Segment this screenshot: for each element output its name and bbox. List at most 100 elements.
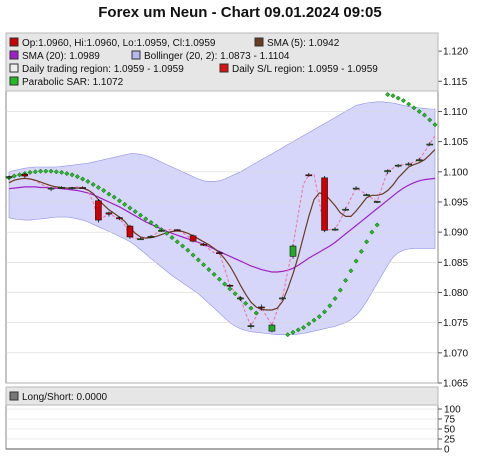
candle xyxy=(105,211,113,217)
legend-ohlc: Op:1.0960, Hi:1.0960, Lo:1.0959, Cl:1.09… xyxy=(9,37,216,49)
candle-body xyxy=(289,245,297,257)
y-tick-label: 1.075 xyxy=(443,318,468,329)
candle-body xyxy=(137,238,144,241)
sar-point xyxy=(48,168,54,174)
candle xyxy=(352,186,360,190)
longshort-tick-label: 75 xyxy=(444,415,456,426)
candle-body xyxy=(21,173,29,177)
legend-sar: Parabolic SAR: 1.1072 xyxy=(9,76,124,88)
sar-point xyxy=(416,108,422,115)
sar-point xyxy=(132,209,138,215)
candle-body xyxy=(200,243,207,246)
candle-body xyxy=(173,229,181,232)
candle xyxy=(173,229,181,232)
candle-body xyxy=(95,200,102,221)
candle-body xyxy=(105,212,113,215)
sar-point xyxy=(411,105,417,111)
candle-body xyxy=(216,252,223,254)
candle xyxy=(289,244,297,259)
sar-point xyxy=(406,101,412,107)
sar-point xyxy=(358,248,364,255)
candle xyxy=(68,186,76,190)
y-tick-label: 1.080 xyxy=(443,288,468,299)
sar-point xyxy=(185,247,191,253)
candle xyxy=(331,227,339,231)
legend-bollinger: Bollinger (20, 2): 1.0873 - 1.1104 xyxy=(131,50,290,62)
sar-point xyxy=(127,205,133,211)
candle xyxy=(342,207,349,212)
candle xyxy=(158,229,165,232)
legend-daily-region: Daily trading region: 1.0959 - 1.0959 xyxy=(9,63,184,75)
candle-body xyxy=(58,187,65,189)
y-tick-label: 1.105 xyxy=(443,137,468,148)
longshort-grid xyxy=(6,408,438,450)
longshort-label: Long/Short: 0.0000 xyxy=(22,392,108,403)
candle xyxy=(47,186,55,192)
sar-point xyxy=(243,300,249,306)
ohlc-swatch xyxy=(9,37,19,47)
sar-point xyxy=(195,257,201,263)
y-tick-label: 1.090 xyxy=(443,228,468,239)
legend-sl-region: Daily S/L region: 1.0959 - 1.0959 xyxy=(219,63,378,75)
candle-body xyxy=(305,174,313,177)
sar-point xyxy=(32,169,38,175)
sar-swatch xyxy=(9,76,19,86)
longshort-tick-label: 100 xyxy=(444,405,461,416)
y-tick-label: 1.110 xyxy=(443,107,468,118)
candle xyxy=(21,173,29,178)
candle-body xyxy=(258,306,265,309)
close-line xyxy=(8,135,436,327)
sar-point xyxy=(137,212,144,218)
sar-point xyxy=(421,112,428,118)
sar-point xyxy=(169,235,175,241)
candle xyxy=(268,323,276,333)
legend-sl-region-label: Daily S/L region: 1.0959 - 1.0959 xyxy=(232,64,378,75)
sma5-swatch xyxy=(254,37,264,47)
candle-body xyxy=(279,297,286,300)
legend-sma5-label: SMA (5): 1.0942 xyxy=(267,38,340,49)
sar-point xyxy=(174,239,180,245)
legend-sma20: SMA (20): 1.0989 xyxy=(9,50,100,62)
candle xyxy=(305,173,313,177)
candle-body xyxy=(126,225,134,238)
candle-body xyxy=(116,217,123,220)
candle-body xyxy=(226,284,234,287)
candle xyxy=(279,296,286,300)
y-tick-label: 1.095 xyxy=(443,197,468,208)
y-tick-label: 1.070 xyxy=(443,348,468,359)
sar-point xyxy=(59,169,65,175)
sma20-swatch xyxy=(9,50,19,60)
candle xyxy=(116,216,123,221)
longshort-tick-label: 50 xyxy=(444,425,456,436)
sar-point xyxy=(116,198,122,204)
y-tick-label: 1.065 xyxy=(443,379,468,390)
candle-body xyxy=(415,159,423,162)
sar-point xyxy=(300,324,307,331)
candle-body xyxy=(373,201,381,203)
sar-point xyxy=(143,216,149,222)
sar-point xyxy=(111,194,117,200)
sar-point xyxy=(306,321,312,327)
longshort-swatch xyxy=(9,391,19,401)
y-tick-label: 1.100 xyxy=(443,167,468,178)
sar-point xyxy=(390,93,396,99)
longshort-tick-label: 25 xyxy=(444,435,456,446)
candle xyxy=(258,304,265,311)
sar-point xyxy=(53,169,59,175)
bollinger-swatch xyxy=(131,50,141,60)
sar-point xyxy=(211,271,217,277)
candle-body xyxy=(426,143,434,146)
legend-sar-label: Parabolic SAR: 1.1072 xyxy=(22,77,124,88)
sar-point xyxy=(290,329,296,335)
candle-body xyxy=(352,187,360,190)
sar-point xyxy=(153,223,159,229)
candle-body xyxy=(342,208,349,211)
sar-point xyxy=(348,268,354,274)
bollinger-band-area xyxy=(8,101,436,335)
candle xyxy=(189,234,197,243)
sar-point xyxy=(190,252,196,258)
candle xyxy=(415,157,423,162)
candle-body xyxy=(79,187,86,189)
sar-point xyxy=(374,222,380,228)
